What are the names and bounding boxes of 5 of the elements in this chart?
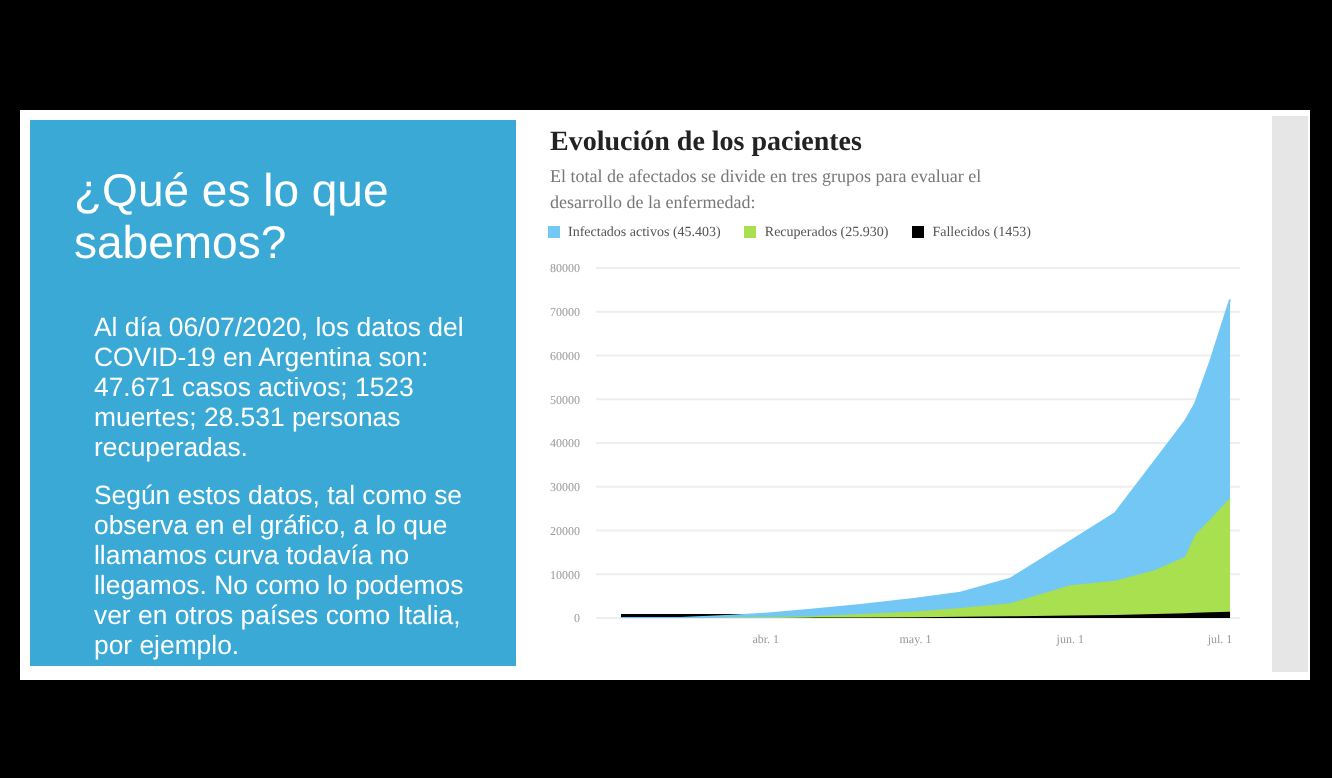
text: Según estos datos, tal como se observa en el gráfico, a lo que llamamos curva todavía no llegamos. No como lo podemos ver en otros países como Italia, por ejemplo.: [92, 480, 466, 660]
text: Al día 06/07/2020, los datos del COVID-19 en Argentina son: 47.671 casos activos; 1523 muertes; 28.531 personas recuperadas.: [92, 312, 466, 462]
text: ¿Qué es lo que sabemos?: [74, 164, 391, 268]
chart-title: Evolución de los pacientes: [550, 128, 864, 160]
chart-subtitle: El total de afectados se divide en tres grupos para evaluar el desarrollo de la enfermedad:: [550, 164, 984, 216]
